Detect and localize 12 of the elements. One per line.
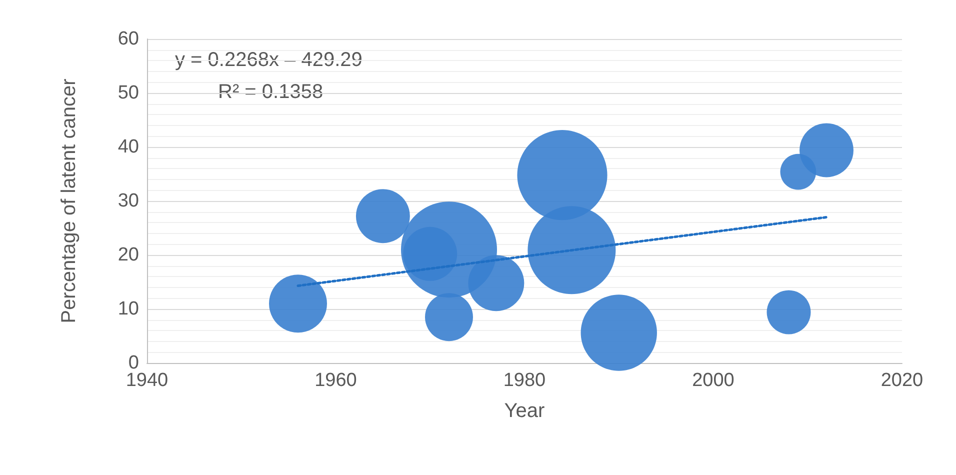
- x-tick-label: 1980: [503, 370, 546, 391]
- x-axis-title: Year: [504, 400, 546, 422]
- y-tick-label: 20: [118, 244, 139, 266]
- y-tick-label: 60: [118, 28, 139, 50]
- y-tick-label: 10: [118, 298, 139, 320]
- x-tick-label: 2000: [692, 370, 734, 391]
- y-tick-label: 50: [118, 82, 139, 104]
- x-tick-label: 2020: [880, 370, 924, 391]
- y-tick-label: 30: [118, 190, 139, 212]
- y-axis-title: Percentage of latent cancer: [58, 78, 80, 324]
- y-tick-label: 40: [118, 136, 139, 158]
- x-tick-label: 1960: [314, 370, 357, 391]
